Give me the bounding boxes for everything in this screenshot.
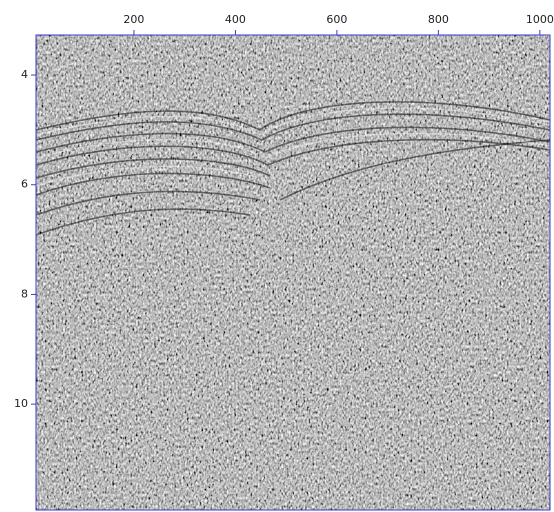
y-tick-label: 6 (21, 178, 28, 191)
x-tick-label: 400 (225, 13, 246, 26)
y-tick-label: 8 (21, 287, 28, 300)
x-tick-label: 200 (123, 13, 144, 26)
seismic-image (36, 35, 550, 510)
plot-frame (35, 34, 551, 511)
x-tick-label: 1000 (526, 13, 554, 26)
x-tick-label: 800 (428, 13, 449, 26)
y-tick-label: 10 (14, 397, 28, 410)
x-tick-label: 600 (326, 13, 347, 26)
y-tick-label: 4 (21, 68, 28, 81)
